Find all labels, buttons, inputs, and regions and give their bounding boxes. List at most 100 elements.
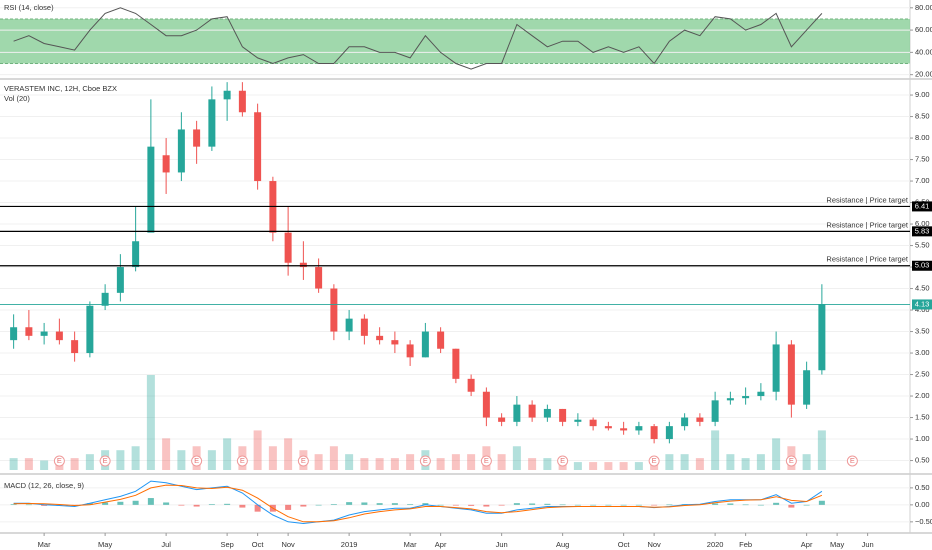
histogram-bar	[559, 504, 566, 506]
y-tick-label: 60.00	[915, 25, 932, 34]
volume-bar	[24, 458, 33, 470]
candle-body	[543, 408, 551, 418]
histogram-bar	[620, 504, 627, 506]
volume-bar	[817, 430, 826, 470]
volume-bar	[9, 458, 18, 470]
series-line	[13, 7, 823, 70]
histogram-bar	[407, 504, 414, 505]
candle-body	[665, 426, 673, 440]
x-tick-label: 2020	[707, 540, 724, 549]
candle-body	[757, 391, 765, 397]
candle-body	[10, 327, 18, 341]
volume-bar	[85, 454, 94, 470]
candle-body	[437, 331, 445, 349]
candle-body	[315, 267, 323, 289]
volume-bar	[207, 450, 216, 470]
candle-body	[513, 404, 521, 422]
histogram-bar	[41, 504, 48, 506]
volume-bar	[329, 446, 338, 470]
earnings-label: E	[240, 456, 245, 465]
panel-title: VERASTEM INC, 12H, Cboe BZX	[4, 84, 117, 93]
candle-body	[528, 404, 536, 418]
histogram-bar	[727, 503, 734, 505]
histogram-bar	[346, 502, 353, 505]
y-tick-label: 3.50	[915, 327, 930, 336]
earnings-label: E	[301, 456, 306, 465]
candle-body	[620, 428, 628, 431]
candle-body	[299, 262, 307, 268]
earnings-label: E	[560, 456, 565, 465]
y-tick-label: 0.50	[915, 456, 930, 465]
y-tick-label: 2.00	[915, 391, 930, 400]
candle-body	[742, 396, 750, 399]
volume-bar	[268, 446, 277, 470]
earnings-label: E	[789, 456, 794, 465]
histogram-bar	[773, 502, 780, 505]
volume-bar	[497, 454, 506, 470]
y-tick-label: 7.50	[915, 155, 930, 164]
candle-body	[696, 417, 704, 422]
volume-bar	[756, 454, 765, 470]
candle-body	[711, 400, 719, 422]
candle-body	[391, 340, 399, 345]
x-tick-label: Apr	[801, 540, 813, 549]
x-tick-label: Jun	[862, 540, 874, 549]
volume-bar	[223, 438, 232, 470]
candle-body	[421, 331, 429, 358]
y-tick-label: 4.50	[915, 284, 930, 293]
candle-body	[71, 340, 79, 354]
y-tick-label: 0.50	[915, 483, 930, 492]
candle-body	[116, 267, 124, 293]
earnings-marker	[648, 455, 660, 467]
y-tick-label: 9.00	[915, 90, 930, 99]
candle-body	[559, 408, 567, 422]
candle-body	[482, 391, 490, 418]
earnings-marker	[99, 455, 111, 467]
candle-body	[772, 344, 780, 392]
histogram-bar	[818, 500, 825, 505]
volume-bar	[70, 458, 79, 470]
y-tick-label: 6.00	[915, 219, 930, 228]
x-tick-label: Nov	[281, 540, 295, 549]
last-price-badge	[912, 299, 932, 310]
volume-bar	[360, 458, 369, 470]
volume-bar	[726, 454, 735, 470]
volume-bar	[390, 458, 399, 470]
volume-bar	[162, 438, 171, 470]
earnings-label: E	[194, 456, 199, 465]
x-tick-label: Nov	[647, 540, 661, 549]
candle-body	[452, 348, 460, 379]
earnings-marker	[419, 455, 431, 467]
earnings-marker	[236, 455, 248, 467]
volume-bar	[680, 454, 689, 470]
earnings-marker	[480, 455, 492, 467]
volume-bar	[802, 454, 811, 470]
candle-body	[208, 99, 216, 147]
y-tick-label: 1.00	[915, 434, 930, 443]
x-tick-label: Jul	[161, 540, 171, 549]
histogram-bar	[178, 504, 185, 506]
histogram-bar	[315, 504, 322, 506]
resistance-label: Resistance | Price target	[826, 220, 908, 229]
histogram-bar	[224, 503, 231, 505]
panel-title: MACD (12, 26, close, 9)	[4, 481, 85, 490]
histogram-bar	[452, 504, 459, 506]
price-badge	[912, 226, 932, 237]
earnings-label: E	[484, 456, 489, 465]
histogram-bar	[239, 504, 246, 508]
resistance-label: Resistance | Price target	[826, 255, 908, 264]
candle-body	[238, 90, 246, 113]
price-badge	[912, 260, 932, 271]
histogram-bar	[803, 504, 810, 506]
volume-bar	[284, 438, 293, 470]
candle-body	[193, 129, 201, 147]
y-tick-label: 4.00	[915, 305, 930, 314]
y-tick-label: 8.00	[915, 133, 930, 142]
histogram-bar	[712, 503, 719, 505]
candle-body	[650, 426, 658, 440]
candle-body	[345, 318, 353, 332]
y-tick-label: 1.50	[915, 413, 930, 422]
candle-body	[254, 112, 262, 182]
